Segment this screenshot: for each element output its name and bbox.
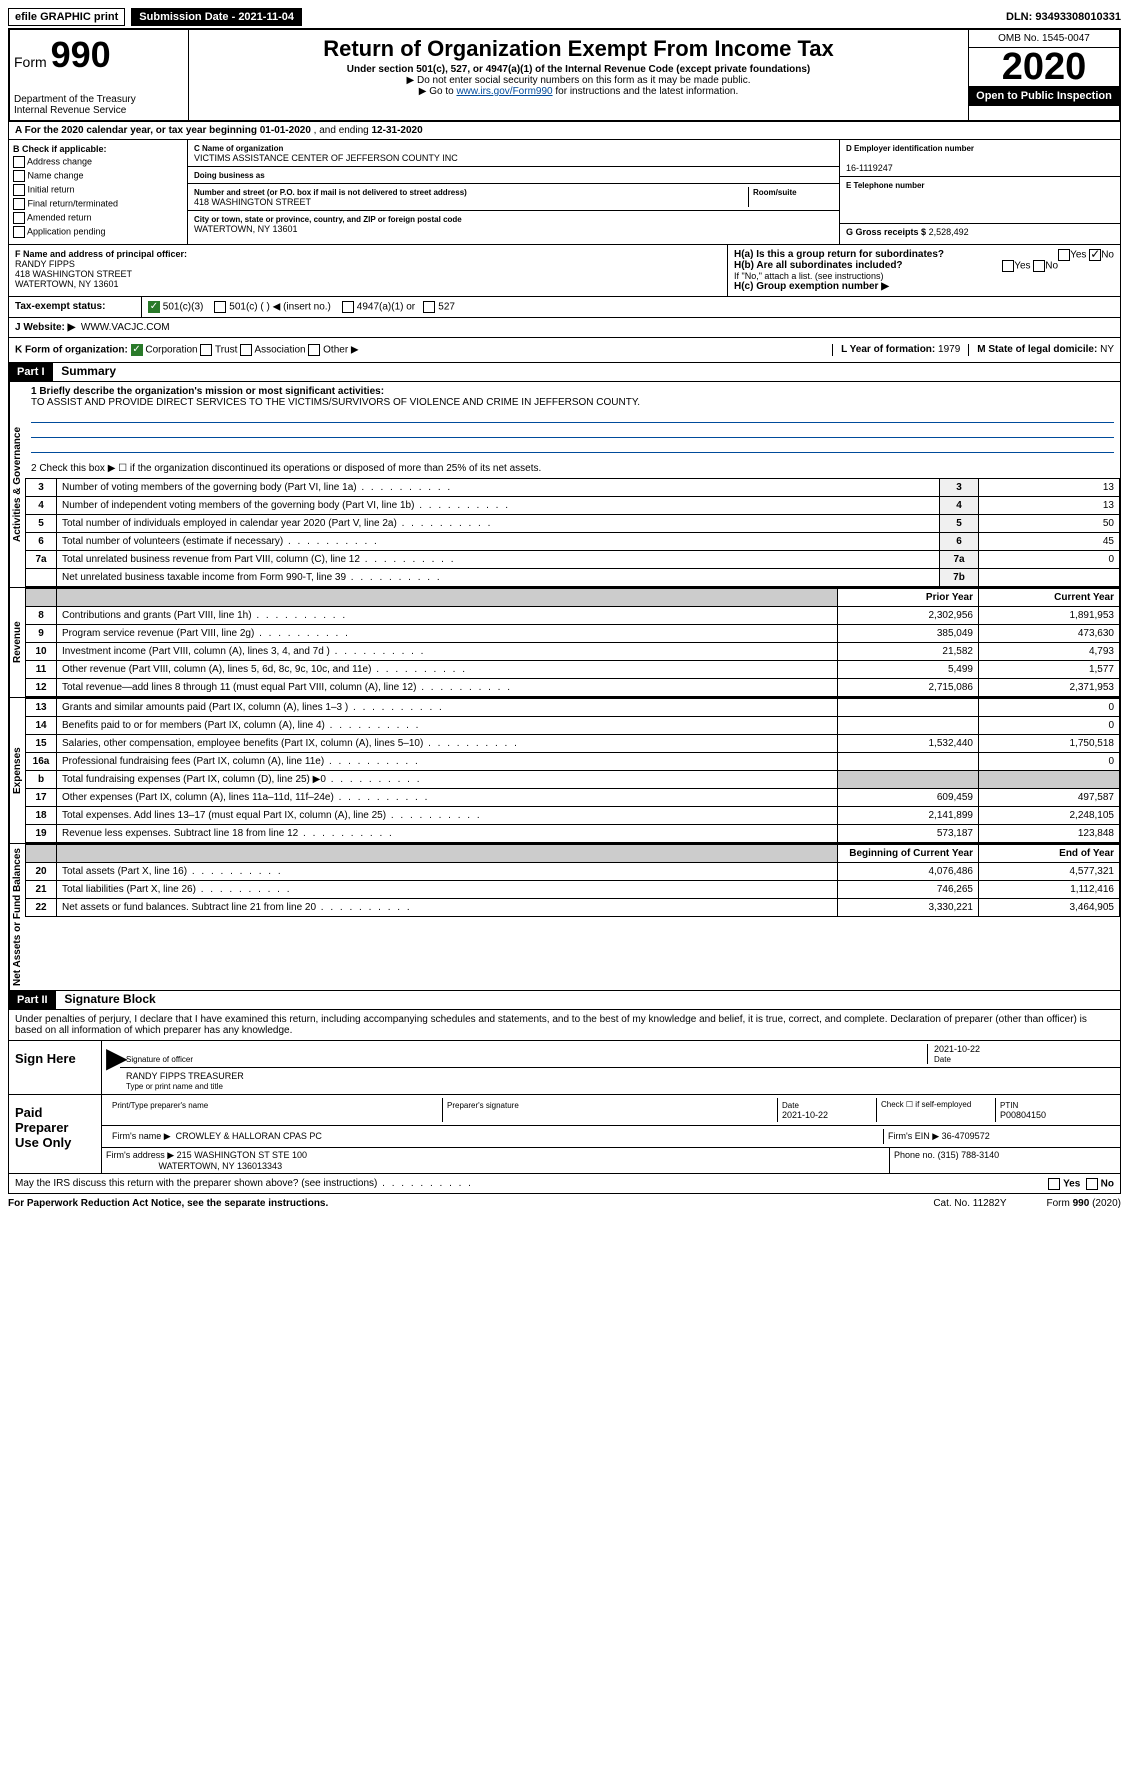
vlabel-netassets: Net Assets or Fund Balances — [9, 844, 25, 990]
revenue-section: Revenue Prior YearCurrent Year8Contribut… — [8, 588, 1121, 698]
ha-no-checkbox[interactable] — [1089, 249, 1101, 261]
table-row: 22Net assets or fund balances. Subtract … — [26, 899, 1120, 917]
table-row: 12Total revenue—add lines 8 through 11 (… — [26, 679, 1120, 697]
box-c: C Name of organizationVICTIMS ASSISTANCE… — [188, 140, 840, 244]
form-prefix: Form — [14, 54, 47, 70]
table-row: 20Total assets (Part X, line 16)4,076,48… — [26, 863, 1120, 881]
top-bar: efile GRAPHIC print Submission Date - 20… — [8, 8, 1121, 26]
checkbox-name-change[interactable]: Name change — [13, 170, 183, 182]
org-city: WATERTOWN, NY 13601 — [194, 224, 298, 234]
table-row: Net unrelated business taxable income fr… — [26, 569, 1120, 587]
open-public-badge: Open to Public Inspection — [969, 86, 1119, 106]
table-row: bTotal fundraising expenses (Part IX, co… — [26, 771, 1120, 789]
irs-link[interactable]: www.irs.gov/Form990 — [456, 86, 552, 97]
4947-checkbox[interactable] — [342, 301, 354, 313]
tax-year: 2020 — [969, 48, 1119, 86]
row-a-tax-year: A For the 2020 calendar year, or tax yea… — [8, 122, 1121, 140]
table-row: 3Number of voting members of the governi… — [26, 479, 1120, 497]
table-row: 8Contributions and grants (Part VIII, li… — [26, 607, 1120, 625]
row-fh: F Name and address of principal officer:… — [8, 245, 1121, 297]
checkbox-final-return-terminated[interactable]: Final return/terminated — [13, 198, 183, 210]
checkbox-application-pending[interactable]: Application pending — [13, 226, 183, 238]
box-d: D Employer identification number16-11192… — [840, 140, 1120, 244]
part-2-header: Part II Signature Block — [8, 991, 1121, 1010]
vlabel-expenses: Expenses — [9, 698, 25, 843]
table-row: 16aProfessional fundraising fees (Part I… — [26, 753, 1120, 771]
table-row: 15Salaries, other compensation, employee… — [26, 735, 1120, 753]
signature-block: Sign Here ▶ Signature of officer 2021-10… — [8, 1041, 1121, 1174]
table-row: 6Total number of volunteers (estimate if… — [26, 533, 1120, 551]
501c-checkbox[interactable] — [214, 301, 226, 313]
other-checkbox[interactable] — [308, 344, 320, 356]
table-row: 18Total expenses. Add lines 13–17 (must … — [26, 807, 1120, 825]
note-2: ▶ Go to www.irs.gov/Form990 for instruct… — [195, 86, 962, 97]
checkbox-amended-return[interactable]: Amended return — [13, 212, 183, 224]
table-row: 17Other expenses (Part IX, column (A), l… — [26, 789, 1120, 807]
org-address: 418 WASHINGTON STREET — [194, 197, 311, 207]
table-row: 9Program service revenue (Part VIII, lin… — [26, 625, 1120, 643]
discuss-no-checkbox[interactable] — [1086, 1178, 1098, 1190]
part-1-header: Part I Summary — [8, 363, 1121, 382]
expenses-section: Expenses 13Grants and similar amounts pa… — [8, 698, 1121, 844]
table-row: 13Grants and similar amounts paid (Part … — [26, 699, 1120, 717]
row-k: K Form of organization: ✓ Corporation Tr… — [8, 338, 1121, 363]
discuss-row: May the IRS discuss this return with the… — [8, 1174, 1121, 1194]
527-checkbox[interactable] — [423, 301, 435, 313]
governance-section: Activities & Governance 1 Briefly descri… — [8, 382, 1121, 588]
hb-no-checkbox[interactable] — [1033, 260, 1045, 272]
mission-text: TO ASSIST AND PROVIDE DIRECT SERVICES TO… — [31, 397, 640, 408]
ha-yes-checkbox[interactable] — [1058, 249, 1070, 261]
assoc-checkbox[interactable] — [240, 344, 252, 356]
checkbox-address-change[interactable]: Address change — [13, 156, 183, 168]
corp-checkbox[interactable]: ✓ — [131, 344, 143, 356]
table-row: 10Investment income (Part VIII, column (… — [26, 643, 1120, 661]
table-row: 4Number of independent voting members of… — [26, 497, 1120, 515]
gross-receipts: 2,528,492 — [929, 227, 969, 237]
table-row: 11Other revenue (Part VIII, column (A), … — [26, 661, 1120, 679]
hb-yes-checkbox[interactable] — [1002, 260, 1014, 272]
trust-checkbox[interactable] — [200, 344, 212, 356]
501c3-checkbox[interactable]: ✓ — [148, 301, 160, 313]
table-row: 21Total liabilities (Part X, line 26)746… — [26, 881, 1120, 899]
form-header: Form 990 Department of the Treasury Inte… — [8, 28, 1121, 122]
table-row: 5Total number of individuals employed in… — [26, 515, 1120, 533]
row-i: Tax-exempt status: ✓ 501(c)(3) 501(c) ( … — [8, 297, 1121, 318]
checkbox-initial-return[interactable]: Initial return — [13, 184, 183, 196]
netassets-section: Net Assets or Fund Balances Beginning of… — [8, 844, 1121, 991]
sign-here-label: Sign Here — [9, 1041, 102, 1094]
vlabel-governance: Activities & Governance — [9, 382, 25, 587]
table-row: 7aTotal unrelated business revenue from … — [26, 551, 1120, 569]
row-j: J Website: ▶ WWW.VACJC.COM — [8, 318, 1121, 338]
paid-preparer-label: Paid Preparer Use Only — [9, 1095, 102, 1173]
footer: For Paperwork Reduction Act Notice, see … — [8, 1194, 1121, 1209]
website: WWW.VACJC.COM — [81, 322, 170, 333]
ein: 16-1119247 — [846, 163, 893, 173]
vlabel-revenue: Revenue — [9, 588, 25, 697]
org-name: VICTIMS ASSISTANCE CENTER OF JEFFERSON C… — [194, 153, 458, 163]
form-subtitle: Under section 501(c), 527, or 4947(a)(1)… — [195, 64, 962, 75]
box-f: F Name and address of principal officer:… — [9, 245, 728, 296]
form-title: Return of Organization Exempt From Incom… — [195, 36, 962, 62]
box-b: B Check if applicable: Address change Na… — [9, 140, 188, 244]
table-row: 14Benefits paid to or for members (Part … — [26, 717, 1120, 735]
section-bcd: B Check if applicable: Address change Na… — [8, 140, 1121, 245]
discuss-yes-checkbox[interactable] — [1048, 1178, 1060, 1190]
box-h: H(a) Is this a group return for subordin… — [728, 245, 1120, 296]
submission-date: Submission Date - 2021-11-04 — [131, 8, 302, 26]
perjury-text: Under penalties of perjury, I declare th… — [8, 1010, 1121, 1041]
note-1: ▶ Do not enter social security numbers o… — [195, 75, 962, 86]
efile-button[interactable]: efile GRAPHIC print — [8, 8, 125, 26]
table-row: 19Revenue less expenses. Subtract line 1… — [26, 825, 1120, 843]
dept-label: Department of the Treasury Internal Reve… — [14, 94, 184, 116]
dln-label: DLN: 93493308010331 — [1006, 11, 1121, 23]
form-number: 990 — [51, 34, 111, 75]
